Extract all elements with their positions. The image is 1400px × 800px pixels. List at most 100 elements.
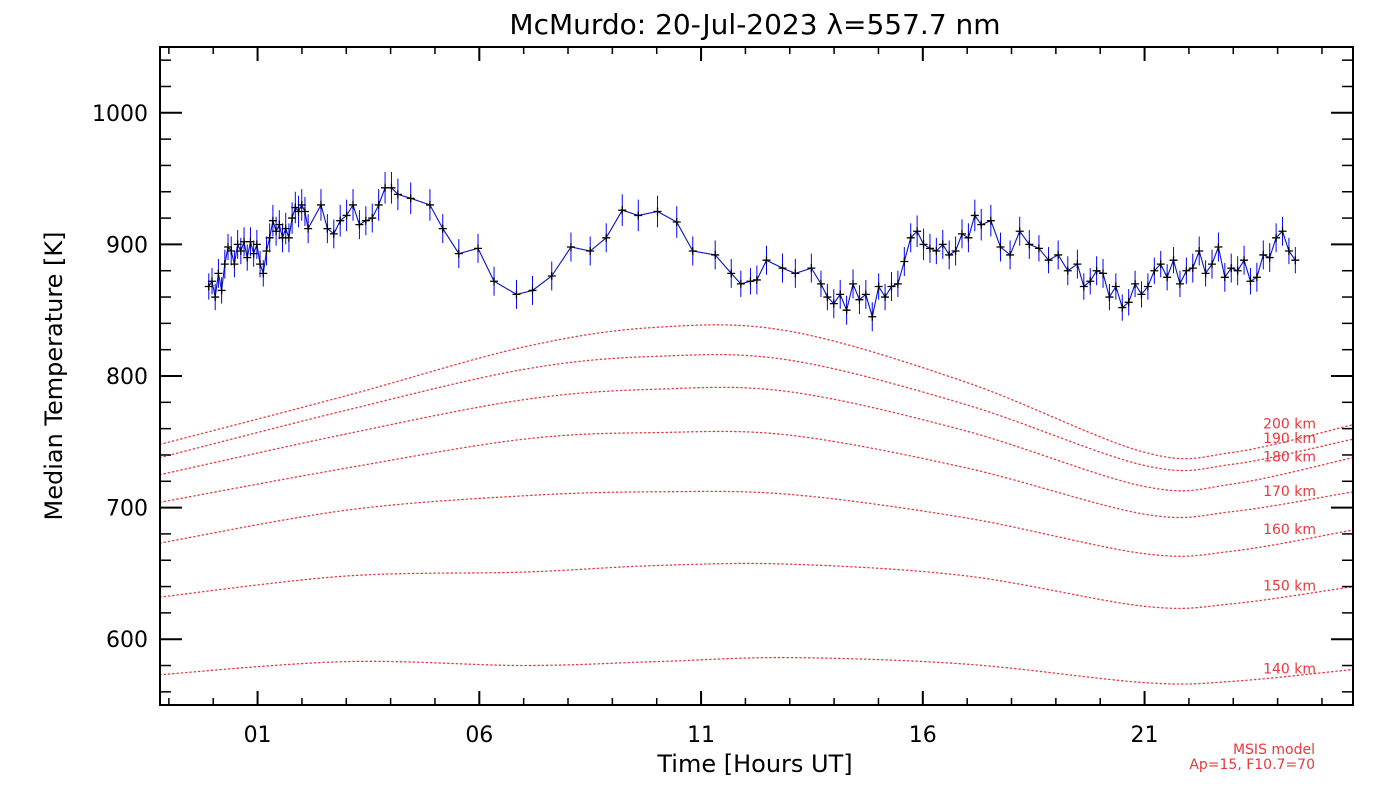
data-point xyxy=(874,282,883,291)
data-point xyxy=(1015,227,1024,236)
data-point xyxy=(1156,260,1165,269)
data-point xyxy=(1240,256,1249,265)
data-point xyxy=(211,293,220,302)
data-point xyxy=(752,275,761,284)
data-point xyxy=(214,269,223,278)
y-tick-label: 800 xyxy=(106,365,148,390)
data-point xyxy=(512,290,521,299)
data-point xyxy=(1137,290,1146,299)
data-point xyxy=(1195,246,1204,255)
data-point xyxy=(246,237,255,246)
data-point xyxy=(1246,277,1255,286)
data-point xyxy=(836,290,845,299)
data-point xyxy=(1278,227,1287,236)
measured-series xyxy=(204,172,1300,332)
data-point xyxy=(342,211,351,220)
data-point xyxy=(881,293,890,302)
msis-curve-200-km xyxy=(159,324,1354,460)
data-point xyxy=(849,279,858,288)
data-point xyxy=(387,183,396,192)
data-point xyxy=(816,279,825,288)
data-point xyxy=(566,243,575,252)
x-tick-label: 21 xyxy=(1131,723,1159,748)
data-point xyxy=(634,211,643,220)
data-point xyxy=(1220,273,1229,282)
msis-curve-label: 160 km xyxy=(1263,522,1316,538)
data-point xyxy=(842,306,851,315)
data-point xyxy=(275,220,284,229)
data-point xyxy=(1188,264,1197,273)
axis-ticks: 01 06 11 16 21 600 700 800 900 1000 xyxy=(92,47,1353,748)
data-point xyxy=(281,224,290,233)
data-point xyxy=(1131,279,1140,288)
x-tick-label: 11 xyxy=(687,723,715,748)
msis-curve-label: 200 km xyxy=(1263,417,1316,433)
data-point xyxy=(1259,250,1268,259)
data-point xyxy=(1169,256,1178,265)
data-point xyxy=(1182,266,1191,275)
msis-curve-170-km xyxy=(159,430,1354,519)
data-point xyxy=(1175,279,1184,288)
y-tick-label: 1000 xyxy=(92,102,148,127)
data-point xyxy=(906,233,915,242)
data-point xyxy=(220,260,229,269)
msis-curve-160-km xyxy=(159,490,1354,557)
data-point xyxy=(861,290,870,299)
data-point xyxy=(823,293,832,302)
data-point xyxy=(1284,246,1293,255)
msis-curve-label: 190 km xyxy=(1263,431,1316,447)
data-point xyxy=(1073,260,1082,269)
data-point xyxy=(243,253,252,262)
data-point xyxy=(1044,256,1053,265)
data-point xyxy=(361,216,370,225)
data-point xyxy=(1105,293,1114,302)
data-point xyxy=(736,279,745,288)
data-point xyxy=(855,295,864,304)
data-point xyxy=(887,282,896,291)
data-point xyxy=(791,269,800,278)
data-point xyxy=(602,233,611,242)
y-axis-label: Median Temperature [K] xyxy=(40,231,68,520)
msis-params-note: Ap=15, F10.7=70 xyxy=(1189,757,1315,773)
x-tick-label: 06 xyxy=(465,723,493,748)
data-point xyxy=(230,260,239,269)
data-point xyxy=(1092,266,1101,275)
data-point xyxy=(1163,273,1172,282)
data-point xyxy=(1208,260,1217,269)
data-point xyxy=(368,214,377,223)
data-point xyxy=(1265,253,1274,262)
data-point xyxy=(925,244,934,253)
msis-curve-150-km xyxy=(159,562,1354,610)
data-point xyxy=(618,206,627,215)
data-point xyxy=(204,282,213,291)
data-point xyxy=(1079,282,1088,291)
data-point xyxy=(1025,240,1034,249)
data-point xyxy=(711,250,720,259)
data-point xyxy=(893,279,902,288)
msis-curve-label: 180 km xyxy=(1263,450,1316,466)
data-point xyxy=(349,200,358,209)
data-point xyxy=(1150,266,1159,275)
data-point xyxy=(996,243,1005,252)
data-point xyxy=(900,257,909,266)
data-point xyxy=(272,227,281,236)
data-point xyxy=(868,312,877,321)
data-point xyxy=(938,240,947,249)
msis-curve-label: 150 km xyxy=(1263,579,1316,595)
data-point xyxy=(964,233,973,242)
data-point xyxy=(1214,243,1223,252)
msis-curve-190-km xyxy=(159,353,1354,472)
data-point xyxy=(217,286,226,295)
data-point xyxy=(304,224,313,233)
data-point xyxy=(1143,282,1152,291)
data-point xyxy=(336,216,345,225)
data-point xyxy=(1054,250,1063,259)
data-point xyxy=(252,240,261,249)
data-point xyxy=(268,216,277,225)
data-point xyxy=(672,218,681,227)
data-point xyxy=(323,224,332,233)
data-point xyxy=(778,264,787,273)
data-point xyxy=(919,240,928,249)
